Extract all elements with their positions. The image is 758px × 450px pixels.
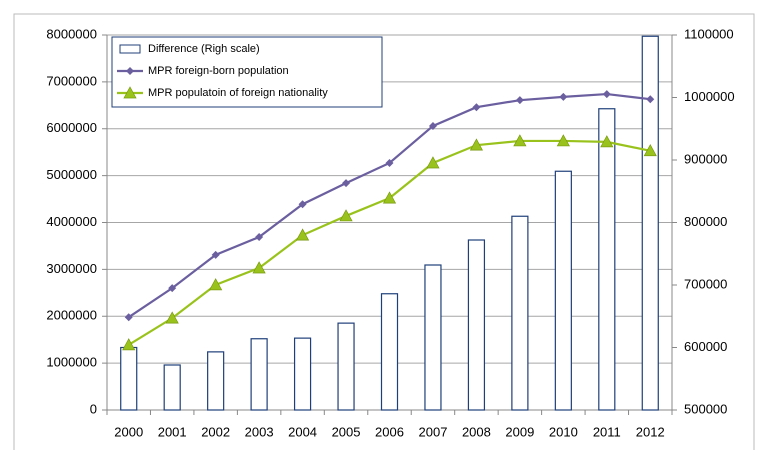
x-tick-label: 2011	[593, 424, 621, 439]
bar	[380, 293, 399, 411]
legend-label: Difference (Righ scale)	[148, 43, 260, 55]
bar	[163, 364, 181, 411]
y-tick-label: 7000000	[46, 73, 97, 88]
point	[643, 144, 657, 157]
point	[295, 228, 310, 241]
x-tick-label: 2010	[549, 424, 578, 439]
point	[252, 261, 266, 274]
bar	[250, 338, 268, 411]
x-tick-label: 2009	[505, 424, 534, 439]
bar	[337, 322, 355, 411]
point	[472, 103, 481, 112]
x-tick-label: 2005	[332, 424, 361, 439]
point	[602, 90, 611, 99]
legend-label: MPR foreign-born population	[148, 65, 289, 77]
legend-swatch	[119, 44, 141, 54]
bar	[207, 351, 225, 411]
y-tick-label: 1000000	[46, 355, 97, 370]
x-tick-label: 2006	[375, 424, 404, 439]
legend-box	[111, 36, 383, 108]
point	[556, 134, 570, 147]
bar	[554, 170, 572, 411]
point	[559, 92, 568, 101]
point	[428, 121, 437, 130]
y2-tick-label: 500000	[684, 401, 727, 416]
x-tick-label: 2012	[636, 424, 665, 439]
x-tick-label: 2001	[158, 424, 187, 439]
point	[469, 138, 484, 151]
point	[426, 156, 440, 169]
y2-tick-label: 800000	[684, 214, 727, 229]
y-tick-label: 5000000	[46, 167, 97, 182]
point	[165, 311, 179, 324]
point	[211, 250, 220, 259]
bar	[511, 215, 529, 411]
point	[385, 158, 394, 167]
y-tick-label: 0	[90, 401, 97, 416]
y-tick-label: 8000000	[46, 26, 97, 41]
point	[513, 134, 527, 147]
chart-frame	[13, 13, 755, 450]
bar	[120, 346, 138, 411]
x-tick-label: 2002	[201, 424, 230, 439]
point	[382, 191, 397, 204]
point	[298, 200, 307, 209]
bar	[598, 108, 616, 411]
legend-marker	[123, 86, 137, 99]
x-tick-label: 2007	[419, 424, 448, 439]
point	[122, 338, 136, 351]
y-tick-label: 3000000	[46, 261, 97, 276]
point	[209, 278, 223, 291]
point	[168, 284, 177, 293]
legend-label: MPR populatoin of foreign nationality	[148, 87, 328, 99]
point	[646, 95, 655, 104]
line	[128, 92, 651, 319]
y2-tick-label: 700000	[684, 276, 727, 291]
legend: Difference (Righ scale) MPR foreign-born …	[111, 36, 383, 108]
point	[255, 233, 264, 242]
y2-tick-label: 900000	[684, 151, 727, 166]
y-tick-label: 4000000	[46, 214, 97, 229]
x-tick-label: 2008	[462, 424, 491, 439]
y2-tick-label: 1000000	[684, 89, 735, 104]
y-tick-label: 6000000	[46, 120, 97, 135]
legend-marker	[126, 67, 134, 75]
y2-tick-label: 600000	[684, 339, 727, 354]
x-tick-label: 2004	[288, 424, 317, 439]
point	[515, 96, 524, 105]
bar	[641, 35, 659, 411]
bar	[467, 239, 486, 411]
point	[342, 179, 351, 188]
x-tick-label: 2000	[114, 424, 143, 439]
point	[124, 313, 133, 322]
bar	[293, 337, 312, 411]
x-tick-label: 2003	[245, 424, 274, 439]
y-tick-label: 2000000	[46, 308, 97, 323]
point	[339, 209, 353, 222]
bar	[424, 264, 442, 411]
y2-tick-label: 1100000	[684, 26, 734, 41]
point	[600, 135, 614, 148]
